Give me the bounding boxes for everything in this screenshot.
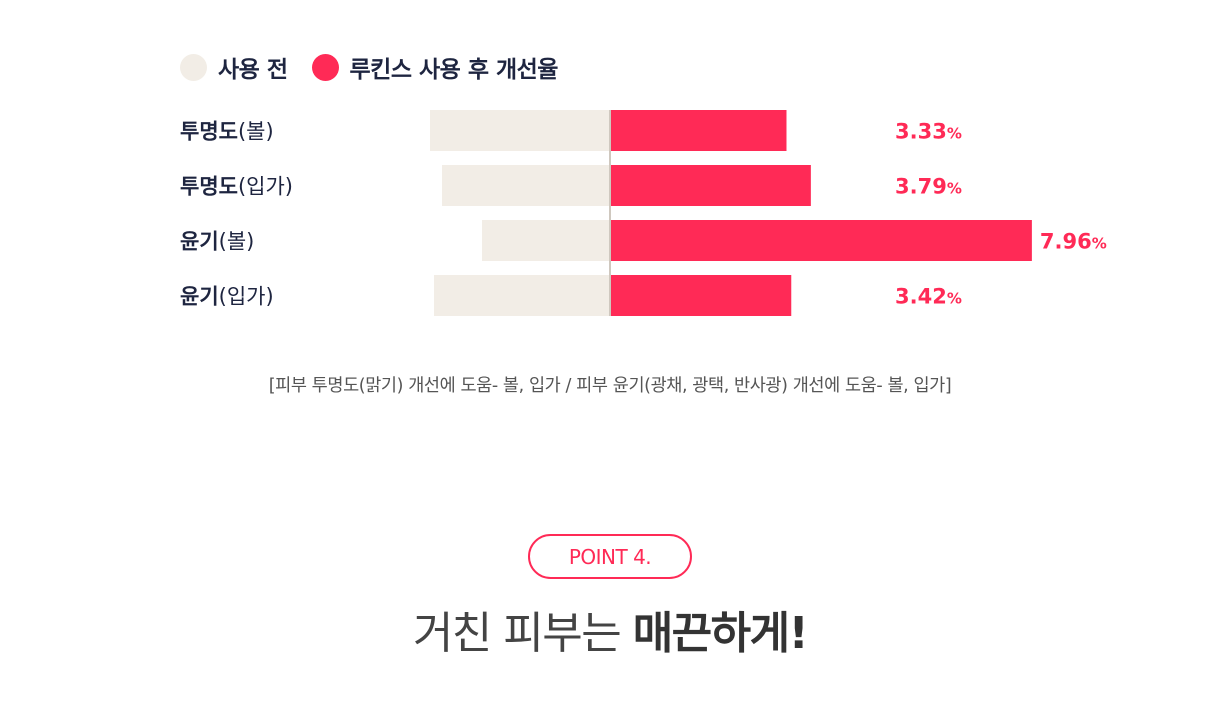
value-unit: % xyxy=(1092,235,1107,253)
headline-bold: 매끈하게! xyxy=(632,608,809,659)
value-number: 3.42 xyxy=(895,285,947,309)
after-bar xyxy=(610,275,792,316)
section-headline: 거친 피부는 매끈하게! xyxy=(0,604,1220,664)
point-badge: POINT 4. xyxy=(528,534,692,579)
value-label: 3.33% xyxy=(895,120,962,144)
before-bar xyxy=(482,220,610,261)
headline-light: 거친 피부는 xyxy=(412,608,633,659)
category-label-light: (입가) xyxy=(219,285,274,309)
category-label-light: (볼) xyxy=(219,230,255,254)
value-label: 3.42% xyxy=(895,285,962,309)
legend-label-before: 사용 전 xyxy=(218,57,288,83)
after-bar xyxy=(610,165,811,206)
legend-swatch-after xyxy=(311,53,339,81)
legend-item-before: 사용 전 xyxy=(180,50,288,84)
value-label: 7.96% xyxy=(1040,230,1107,254)
before-bar xyxy=(434,275,610,316)
value-number: 3.79 xyxy=(895,175,947,199)
category-label-bold: 윤기 xyxy=(180,285,219,309)
category-label-light: (볼) xyxy=(238,120,274,144)
value-number: 3.33 xyxy=(895,120,947,144)
legend-swatch-before xyxy=(180,53,207,81)
after-bar xyxy=(610,220,1032,261)
value-unit: % xyxy=(947,125,962,143)
legend-label-after: 루킨스 사용 후 개선율 xyxy=(349,57,559,83)
category-label-light: (입가) xyxy=(238,175,293,199)
value-number: 7.96 xyxy=(1040,230,1092,254)
chart-legend: 사용 전 루킨스 사용 후 개선율 xyxy=(180,50,582,84)
after-bar xyxy=(610,110,787,151)
value-unit: % xyxy=(947,180,962,198)
legend-item-after: 루킨스 사용 후 개선율 xyxy=(311,50,559,84)
category-label: 투명도(볼) xyxy=(180,120,274,144)
before-bar xyxy=(430,110,610,151)
category-label: 윤기(입가) xyxy=(180,285,274,309)
category-label-bold: 윤기 xyxy=(180,230,219,254)
category-label-bold: 투명도 xyxy=(180,120,238,144)
before-bar xyxy=(442,165,610,206)
comparison-bar-chart: 투명도(볼) 3.33%투명도(입가) 3.79%윤기(볼) 7.96%윤기(입가) 3… xyxy=(180,110,1107,316)
category-label-bold: 투명도 xyxy=(180,175,238,199)
value-unit: % xyxy=(947,290,962,308)
chart-caption: [피부 투명도(맑기) 개선에 도움- 볼, 입가 / 피부 윤기(광채, 광택… xyxy=(268,376,952,396)
category-label: 윤기(볼) xyxy=(180,230,254,254)
value-label: 3.79% xyxy=(895,175,962,199)
category-label: 투명도(입가) xyxy=(180,175,293,199)
